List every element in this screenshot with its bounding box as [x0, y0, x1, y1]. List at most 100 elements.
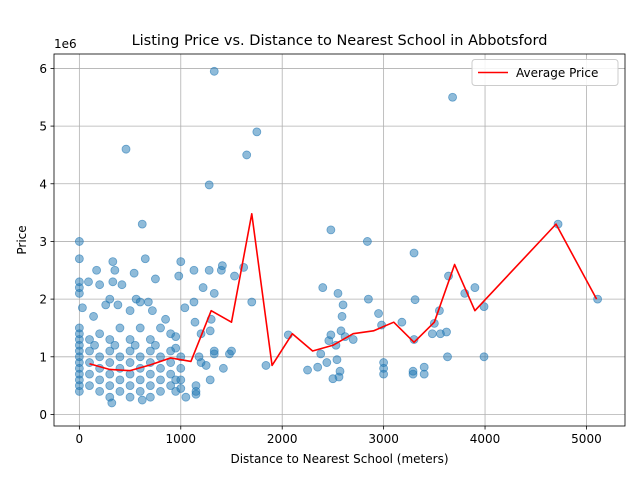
- scatter-point: [442, 327, 451, 337]
- scatter-point: [135, 323, 145, 333]
- scatter-point: [95, 386, 105, 396]
- scatter-point: [108, 257, 118, 267]
- x-tick-label: 0: [76, 432, 84, 446]
- scatter-point: [135, 352, 145, 362]
- scatter-point: [166, 381, 176, 391]
- scatter-point: [166, 346, 176, 356]
- scatter-point: [107, 398, 117, 408]
- scatter-point: [218, 363, 228, 373]
- scatter-point: [156, 363, 165, 373]
- scatter-point: [174, 271, 184, 281]
- scatter-point: [362, 237, 372, 246]
- scatter-point: [166, 358, 176, 367]
- scatter-point: [171, 386, 181, 396]
- scatter-point: [85, 369, 94, 379]
- scatter-point: [115, 323, 125, 333]
- scatter-point: [198, 283, 208, 292]
- scatter-point: [125, 335, 135, 344]
- scatter-point: [429, 318, 439, 328]
- scatter-point: [242, 150, 252, 160]
- scatter-point: [110, 340, 120, 350]
- scatter-point: [115, 386, 125, 396]
- scatter-point: [117, 280, 127, 290]
- scatter-point: [479, 352, 489, 362]
- scatter-point: [443, 352, 452, 362]
- scatter-point: [176, 257, 186, 267]
- x-axis-label: Distance to Nearest School (meters): [230, 452, 448, 466]
- scatter-point: [470, 283, 480, 292]
- scatter-point: [74, 237, 84, 246]
- scatter-point: [204, 180, 214, 190]
- x-tick-label: 3000: [368, 432, 399, 446]
- scatter-point: [129, 268, 139, 278]
- scatter-point: [313, 362, 323, 372]
- scatter-point: [77, 303, 87, 313]
- scatter-point: [105, 358, 115, 367]
- scatter-point: [205, 326, 215, 336]
- y-axis-ticks: 0 1 2 3 4 5 6: [39, 62, 54, 422]
- scatter-point: [217, 261, 227, 271]
- scatter-point: [332, 355, 342, 365]
- scatter-point: [95, 375, 105, 385]
- scatter-point: [125, 306, 135, 316]
- scatter-point: [85, 381, 94, 391]
- scatter-point: [252, 127, 262, 137]
- scatter-point: [261, 361, 271, 370]
- scatter-point: [209, 288, 219, 298]
- scatter-point: [176, 363, 186, 373]
- y-tick-label: 4: [39, 177, 47, 191]
- chart-title: Listing Price vs. Distance to Nearest Sc…: [132, 33, 548, 49]
- scatter-point: [326, 330, 336, 340]
- scatter-point: [338, 300, 348, 310]
- x-tick-label: 2000: [267, 432, 298, 446]
- scatter-point: [137, 219, 147, 229]
- scatter-point: [151, 340, 160, 350]
- scatter-point: [145, 392, 155, 402]
- legend-box: [471, 59, 619, 86]
- y-tick-label: 6: [39, 62, 47, 76]
- scatter-point: [161, 314, 170, 324]
- scatter-point: [125, 346, 135, 356]
- y-tick-label: 2: [39, 293, 47, 307]
- scatter-point: [74, 288, 84, 298]
- scatter-point: [201, 361, 211, 370]
- scatter-point: [105, 335, 115, 344]
- scatter-point: [140, 254, 150, 264]
- scatter-point: [166, 369, 176, 379]
- scatter-point: [105, 346, 115, 356]
- scatter-point: [113, 300, 123, 310]
- scatter-point: [189, 297, 199, 307]
- scatter-point: [410, 295, 420, 305]
- scatter-point: [108, 277, 118, 287]
- scatter-point: [85, 358, 94, 367]
- scatter-point: [143, 297, 153, 307]
- scatter-point: [74, 254, 84, 264]
- scatter-point: [247, 297, 257, 307]
- scatter-point: [121, 144, 131, 154]
- x-axis-ticks: 0 1000 2000 3000 4000 5000: [76, 426, 602, 446]
- scatter-point: [125, 392, 135, 402]
- scatter-point: [84, 277, 93, 287]
- scatter-point: [333, 288, 343, 298]
- scatter-point: [364, 294, 373, 304]
- scatter-point: [95, 280, 105, 290]
- scatter-point: [137, 395, 147, 405]
- scatter-point: [115, 352, 125, 362]
- scatter-point: [135, 297, 145, 307]
- x-tick-label: 4000: [470, 432, 501, 446]
- scatter-point: [125, 358, 135, 367]
- scatter-point: [303, 365, 312, 375]
- scatter-point: [85, 335, 94, 344]
- scatter-point: [227, 346, 236, 356]
- scatter-point: [326, 225, 336, 235]
- scatter-point: [209, 66, 219, 76]
- average-price-path: [89, 212, 598, 372]
- scatter-point: [191, 386, 201, 396]
- scatter-point: [181, 392, 191, 402]
- scatter-point: [125, 381, 135, 391]
- scatter-point: [374, 309, 383, 318]
- scatter-point: [204, 265, 214, 275]
- scatter-point: [147, 306, 157, 316]
- scatter-point: [348, 335, 358, 344]
